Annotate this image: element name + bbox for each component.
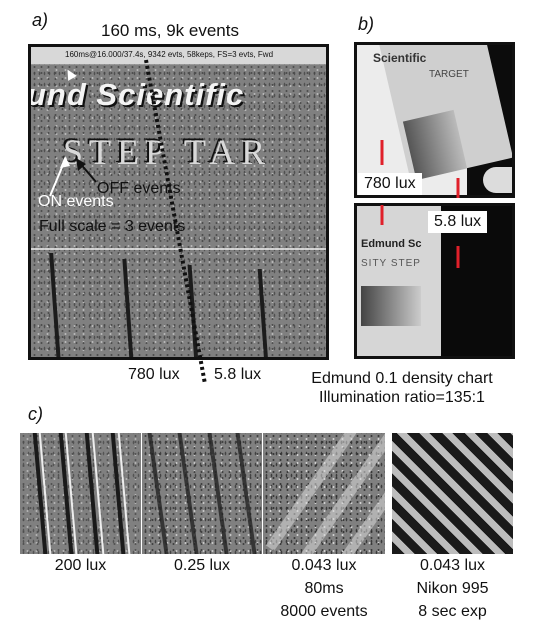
panel-c-image-4 <box>392 433 513 554</box>
panel-c-image-1 <box>20 433 141 554</box>
panel-c-caption-4-line2: Nikon 995 <box>392 580 513 598</box>
panel-c-caption-3-line3: 8000 events <box>255 603 393 621</box>
panel-c-caption-4-line1: 0.043 lux <box>392 557 513 575</box>
panel-c-caption-2: 0.25 lux <box>142 557 262 575</box>
panel-c-caption-3-line2: 80ms <box>263 580 385 598</box>
panel-c-caption-4-line3: 8 sec exp <box>392 603 513 621</box>
panel-c-caption-1: 200 lux <box>20 557 141 575</box>
panel-c-caption-3-line1: 0.043 lux <box>263 557 385 575</box>
panel-c-image-3 <box>263 433 385 554</box>
lux-high-label: 780 lux <box>358 173 422 195</box>
lux-low-label: 5.8 lux <box>428 211 487 233</box>
panel-b-caption-2: Illumination ratio=135:1 <box>286 389 518 407</box>
panel-b-caption-1: Edmund 0.1 density chart <box>286 370 518 388</box>
panel-b-markers <box>0 0 538 400</box>
panel-c-image-2 <box>142 433 262 554</box>
panel-c-letter: c) <box>28 404 43 425</box>
